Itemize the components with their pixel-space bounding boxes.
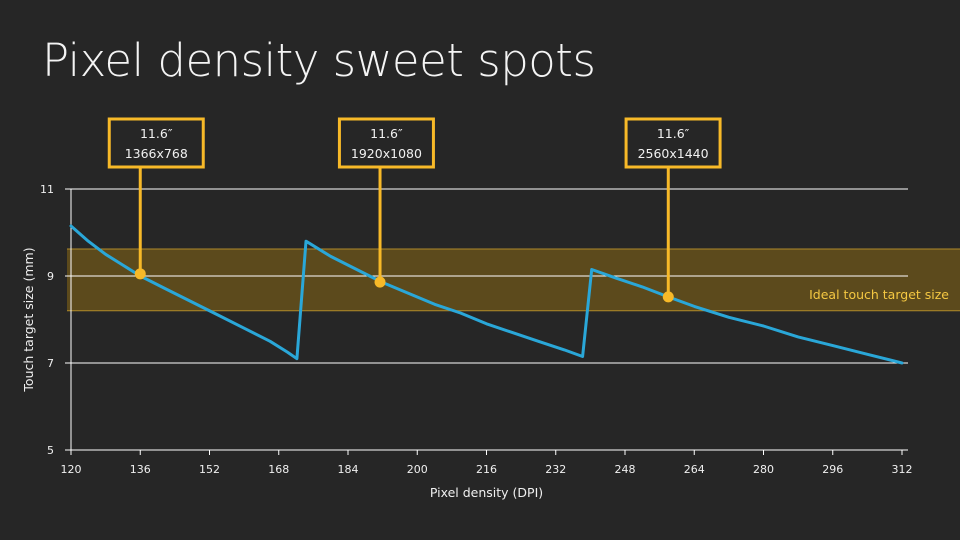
- callout-size: 11.6″: [140, 126, 173, 141]
- callout-resolution: 1366x768: [125, 146, 188, 161]
- callout-connectors: [138, 167, 670, 297]
- page-title: Pixel density sweet spots: [42, 34, 596, 87]
- y-tick-label: 7: [47, 357, 54, 370]
- x-tick-label: 200: [407, 463, 428, 476]
- callout-point: [374, 276, 386, 288]
- x-tick-label: 296: [822, 463, 843, 476]
- x-tick-label: 232: [545, 463, 566, 476]
- x-tick-label: 264: [684, 463, 705, 476]
- x-tick-label: 120: [61, 463, 82, 476]
- x-tick-label: 280: [753, 463, 774, 476]
- y-tick-label: 11: [40, 183, 54, 196]
- x-axis-label: Pixel density (DPI): [430, 485, 543, 500]
- callout-resolution: 1920x1080: [351, 146, 422, 161]
- callout-size: 11.6″: [370, 126, 403, 141]
- x-tick-label: 168: [268, 463, 289, 476]
- callouts: 11.6″ 1366x768 11.6″ 1920x1080 11.6″ 2560x144…: [107, 117, 722, 303]
- ideal-band: [67, 249, 960, 311]
- axes: 5 7 9 11 120 136 152 168 184 200 216 232 248 264 280 29…: [40, 183, 913, 476]
- series-line: [69, 224, 904, 365]
- callout-point: [662, 291, 674, 303]
- gridlines: [65, 188, 908, 451]
- ideal-band-label: Ideal touch target size: [809, 287, 949, 302]
- callout-box: [107, 117, 205, 169]
- x-tick-label: 184: [338, 463, 359, 476]
- ideal-band-group: Ideal touch target size: [67, 248, 960, 312]
- callout-box: [337, 117, 435, 169]
- y-tick-label: 9: [47, 270, 54, 283]
- callout-point: [134, 268, 146, 280]
- x-tick-label: 152: [199, 463, 220, 476]
- callout-size: 11.6″: [657, 126, 690, 141]
- x-tick-label: 136: [130, 463, 151, 476]
- x-tick-label: 216: [476, 463, 497, 476]
- x-tick-label: 312: [892, 463, 913, 476]
- x-tick-label: 248: [615, 463, 636, 476]
- y-tick-label: 5: [47, 444, 54, 457]
- callout-box: [624, 117, 722, 169]
- y-axis-label: Touch target size (mm): [21, 247, 36, 392]
- callout-resolution: 2560x1440: [638, 146, 709, 161]
